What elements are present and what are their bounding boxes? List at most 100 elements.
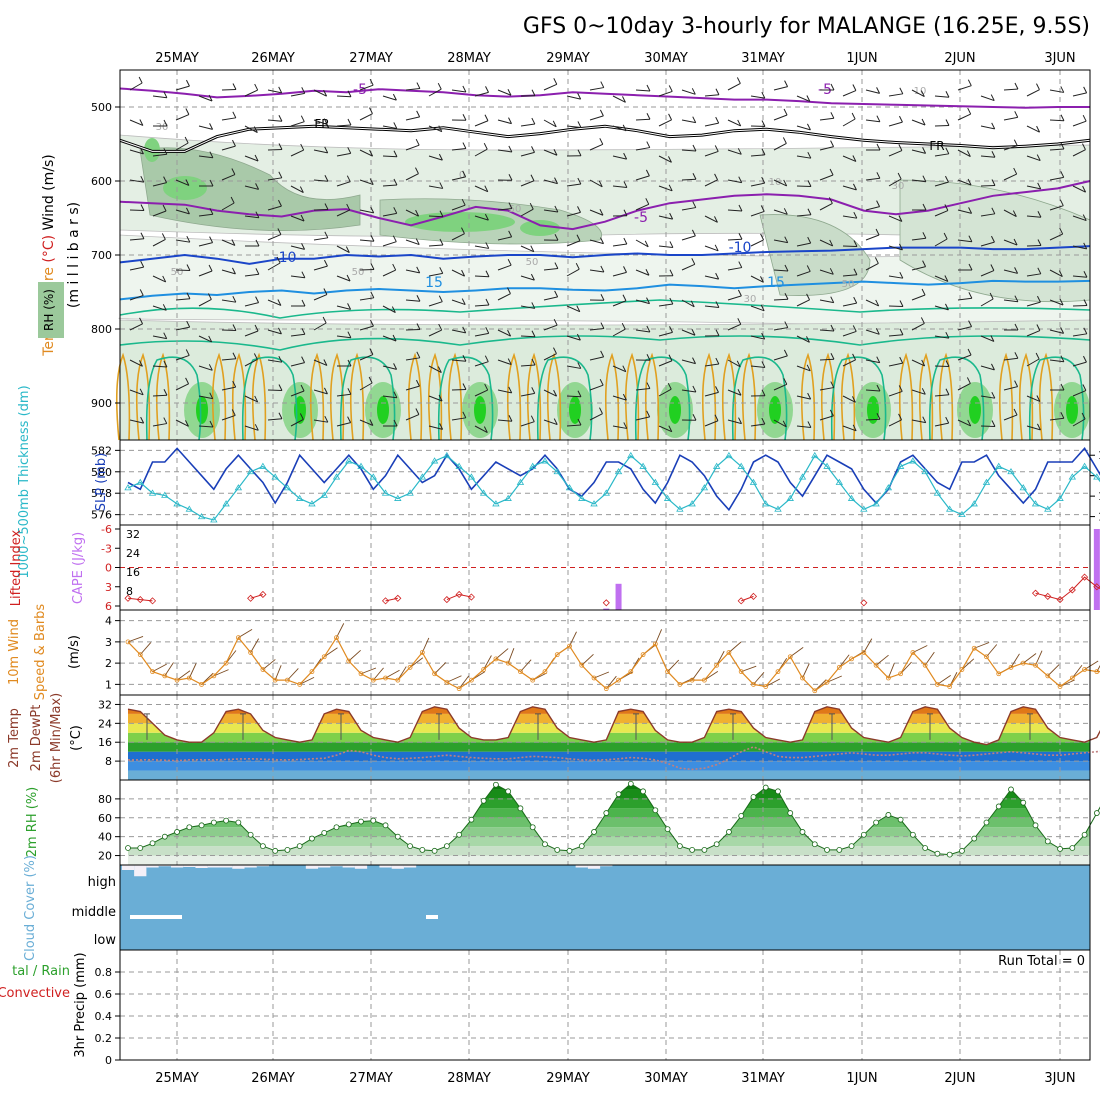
wind-barb xyxy=(727,359,741,368)
tick-label: 0 xyxy=(105,562,112,575)
wind-barb-flag xyxy=(600,81,605,88)
wind-barb-flag xyxy=(461,269,466,277)
wind-barb-flag xyxy=(921,388,926,395)
wind-barb xyxy=(681,207,696,211)
wind-barb xyxy=(934,305,949,311)
wind-barb-10m xyxy=(569,631,577,647)
wind-barb-flag xyxy=(254,83,259,91)
wind-barb-flag xyxy=(1083,270,1088,278)
wind-barb xyxy=(934,238,948,247)
wind-barb-flag xyxy=(968,207,973,214)
wind-marker xyxy=(787,654,793,660)
wind-barb xyxy=(290,215,305,222)
wind-barb-flag xyxy=(209,420,214,428)
wind-barb xyxy=(497,236,512,241)
wind-barb xyxy=(244,358,258,367)
rh-marker xyxy=(885,812,892,818)
wind-barb xyxy=(1072,92,1087,97)
wind-barb xyxy=(727,179,742,184)
isotherm-4 xyxy=(119,279,1091,301)
rh-marker xyxy=(836,846,843,853)
wind-barb xyxy=(658,215,673,220)
wind-barb-flag xyxy=(462,326,467,334)
wind-marker xyxy=(542,669,548,675)
wind-barb xyxy=(543,83,557,91)
wind-barb xyxy=(359,354,374,361)
wind-barb-flag xyxy=(669,326,673,333)
wind-barb-flag xyxy=(714,173,719,181)
wind-barb xyxy=(566,335,581,341)
contour-label: 15 xyxy=(425,275,443,291)
tick-label: 1 xyxy=(105,678,112,691)
wind-barb xyxy=(704,420,719,427)
wind-barb-flag xyxy=(600,265,605,273)
tick-label: 582 xyxy=(91,444,112,457)
wind-barb-flag xyxy=(1014,352,1019,359)
wind-barb xyxy=(152,238,166,247)
wind-marker xyxy=(1033,662,1038,668)
wind-marker xyxy=(947,684,953,689)
thickness-marker xyxy=(811,451,819,459)
wind-barb xyxy=(796,335,810,343)
wind-barb-flag xyxy=(990,264,995,271)
isotherm-0 xyxy=(119,87,1090,109)
wind-barb-flag xyxy=(139,289,144,296)
wind-barb xyxy=(428,365,442,374)
wind-barb-flag xyxy=(760,304,765,312)
thickness-marker xyxy=(295,494,304,501)
wind-barb-flag xyxy=(853,211,858,219)
wind-barb xyxy=(589,239,604,245)
wind-barb xyxy=(911,419,926,424)
isotherm-25 xyxy=(329,352,345,441)
wind-barb xyxy=(566,424,582,427)
wind-marker xyxy=(248,650,254,655)
wind-barb xyxy=(934,394,949,397)
wind-barb-flag xyxy=(531,330,536,337)
wind-barb xyxy=(198,155,213,159)
rh-marker xyxy=(946,851,953,858)
cloud-high-gap xyxy=(318,865,331,868)
wind-barb xyxy=(474,91,489,97)
wind-barb-flag xyxy=(278,114,283,122)
wind-marker xyxy=(1020,660,1026,666)
wind-barb xyxy=(267,205,282,211)
wind-barb xyxy=(221,145,236,151)
wind-barb-flag xyxy=(163,417,168,424)
wind-barb-flag xyxy=(253,353,258,360)
thickness-marker xyxy=(553,468,561,475)
wind-barb xyxy=(980,241,995,247)
wind-barb xyxy=(497,149,512,153)
wind-barb-flag xyxy=(1083,355,1087,363)
wind-barb-flag xyxy=(508,386,513,394)
wind-barb-flag xyxy=(575,262,580,270)
wind-barb-flag xyxy=(140,416,145,424)
wind-barb-flag xyxy=(852,353,857,361)
contour-label: 30 xyxy=(892,181,905,192)
wind-barb-flag xyxy=(462,170,467,178)
wind-barb-flag xyxy=(278,143,283,150)
wind-barb xyxy=(221,202,235,211)
wind-barb-flag xyxy=(1082,143,1086,150)
wind-barb-flag xyxy=(783,349,788,357)
wind-barb-flag xyxy=(898,413,903,421)
wind-barb-flag xyxy=(531,387,536,394)
isotherm-20 xyxy=(241,356,298,441)
wind-barb xyxy=(704,363,719,367)
wind-barb xyxy=(405,144,420,151)
wind-barb xyxy=(1049,359,1064,363)
wind-barb-flag xyxy=(922,416,927,423)
wind-barb xyxy=(589,356,604,361)
wind-barb-flag xyxy=(278,327,282,335)
panel-bg xyxy=(120,610,1090,695)
wind-barb-flag xyxy=(968,292,973,299)
wind-barb-flag xyxy=(945,90,950,98)
isotherm-25 xyxy=(741,352,757,441)
wind-barb-flag xyxy=(783,108,788,116)
wind-barb-flag xyxy=(323,288,328,295)
wind-marker xyxy=(726,650,732,655)
wind-barb xyxy=(704,275,719,280)
wind-barb xyxy=(980,125,995,130)
contour-label: 10 xyxy=(769,177,782,188)
wind-barb-flag xyxy=(1060,86,1065,93)
